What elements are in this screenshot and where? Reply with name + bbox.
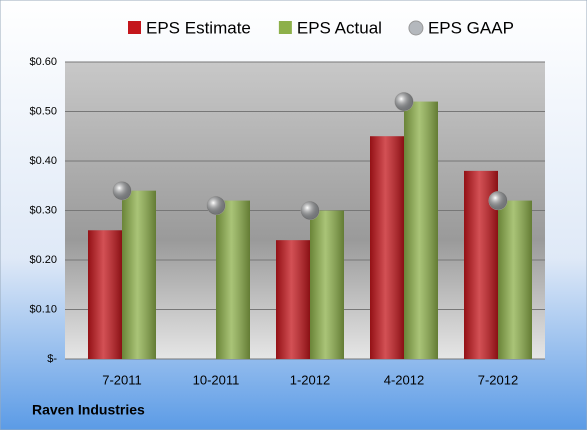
bar-shade xyxy=(276,240,310,359)
x-tick-label: 10-2011 xyxy=(193,372,240,387)
legend-marker xyxy=(408,20,424,36)
legend-label: EPS GAAP xyxy=(428,18,514,37)
y-tick-label: $0.10 xyxy=(29,303,57,315)
y-tick-label: $- xyxy=(47,353,57,365)
y-tick-label: $0.30 xyxy=(29,204,57,216)
point-shine xyxy=(301,201,319,220)
point-shine xyxy=(207,196,225,215)
bar-shade xyxy=(404,101,438,359)
point-shine xyxy=(113,181,131,200)
point-shine xyxy=(489,191,507,210)
footer: Raven Industries xyxy=(32,402,145,418)
x-tick-label: 4-2012 xyxy=(384,372,424,387)
bar-shade xyxy=(216,200,250,359)
bar-shade xyxy=(122,190,156,359)
x-tick-label: 7-2011 xyxy=(102,372,142,387)
legend-label: EPS Estimate xyxy=(146,18,251,37)
y-tick-label: $0.40 xyxy=(29,155,57,167)
x-tick-label: 7-2012 xyxy=(478,372,518,387)
x-tick-label: 1-2012 xyxy=(290,372,330,387)
legend-marker xyxy=(128,21,141,34)
y-tick-label: $0.20 xyxy=(29,254,57,266)
bar-shade xyxy=(310,210,344,359)
y-tick-label: $0.60 xyxy=(29,56,57,68)
point-shine xyxy=(395,92,413,111)
bar-shade xyxy=(370,136,404,359)
y-tick-label: $0.50 xyxy=(29,105,57,117)
bar-shade xyxy=(88,230,122,359)
bar-shade xyxy=(498,200,532,359)
legend-label: EPS Actual xyxy=(297,18,382,37)
legend-marker xyxy=(278,21,292,34)
